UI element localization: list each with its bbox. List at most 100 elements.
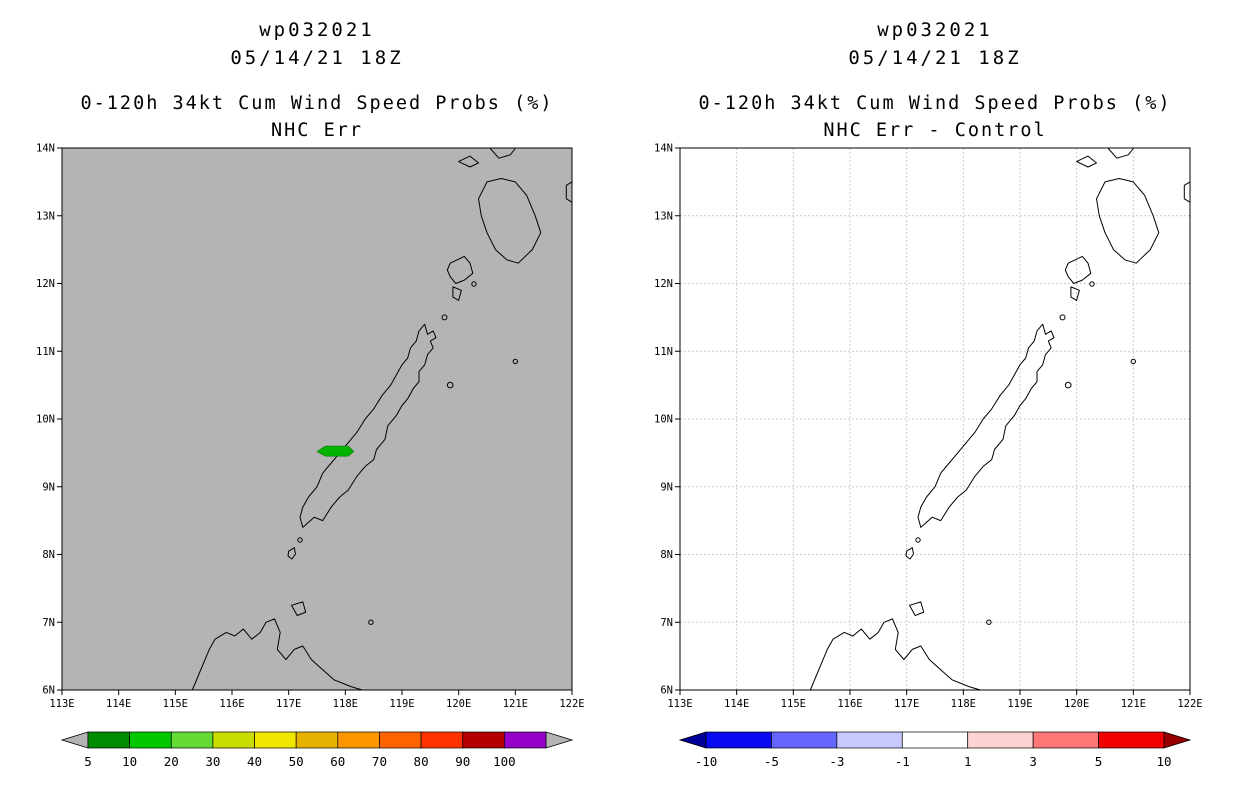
map-area (679, 147, 1191, 691)
colorbar-segment (254, 731, 297, 749)
colorbar-segment (1098, 731, 1165, 749)
experiment-label: NHC Err (271, 120, 363, 141)
lat-tick-label: 7N (660, 617, 673, 629)
probability-map-panel-nhc-err: wp032021 05/14/21 18Z 0-120h 34kt Cum Wi… (36, 19, 585, 769)
storm-id: wp032021 (259, 19, 375, 41)
init-time: 05/14/21 18Z (230, 47, 403, 69)
gridlines (680, 148, 1190, 690)
lon-tick-label: 118E (333, 698, 358, 710)
lat-tick-label: 14N (36, 143, 55, 155)
lat-tick-label: 14N (654, 143, 673, 155)
lon-tick-label: 113E (667, 698, 692, 710)
colorbar-segment (87, 731, 130, 749)
lat-tick-label: 10N (654, 414, 673, 426)
colorbar-tick-label: -3 (829, 754, 844, 769)
lat-tick-label: 12N (36, 278, 55, 290)
colorbar-tick-label: 80 (414, 754, 429, 769)
product-title: 0-120h 34kt Cum Wind Speed Probs (%) (81, 93, 554, 114)
colorbar-tick-label: -10 (695, 754, 718, 769)
lon-tick-label: 114E (724, 698, 749, 710)
colorbar-segment (967, 731, 1034, 749)
storm-id: wp032021 (877, 19, 993, 41)
colorbar-tick-label: 10 (1156, 754, 1171, 769)
lon-tick-label: 119E (389, 698, 414, 710)
colorbar-segment (901, 731, 969, 749)
lon-tick-label: 121E (503, 698, 528, 710)
colorbar-segment (170, 731, 214, 749)
colorbar-tick-label: 10 (122, 754, 137, 769)
lon-tick-label: 121E (1121, 698, 1146, 710)
lon-tick-label: 117E (894, 698, 919, 710)
colorbar-tick-label: 90 (455, 754, 470, 769)
colorbar: 5 10 20 30 40 50 60 70 80 90 100 (60, 731, 574, 769)
lon-axis: 113E 114E 115E 116E 117E 118E 119E 120E 121E 122E (49, 690, 585, 710)
product-title: 0-120h 34kt Cum Wind Speed Probs (%) (699, 93, 1172, 114)
colorbar-tick-label: -1 (895, 754, 910, 769)
lat-axis: 14N 13N 12N 11N 10N 9N 8N 7N 6N (36, 143, 62, 697)
lat-tick-label: 12N (654, 278, 673, 290)
experiment-label: NHC Err - Control (823, 120, 1046, 141)
lat-tick-label: 8N (660, 549, 673, 561)
lat-tick-label: 6N (660, 685, 673, 697)
colorbar-arrow-left (678, 731, 707, 749)
colorbar-segment (420, 731, 464, 749)
colorbar-tick-label: 50 (289, 754, 304, 769)
lat-tick-label: 9N (660, 481, 673, 493)
colorbar: -10 -5 -3 -1 1 3 5 10 (678, 731, 1192, 769)
lat-tick-label: 13N (654, 210, 673, 222)
colorbar-segment (836, 731, 903, 749)
colorbar-arrow-right (545, 731, 574, 749)
colorbar-tick-label: 40 (247, 754, 262, 769)
lon-tick-label: 118E (951, 698, 976, 710)
lon-tick-label: 120E (1064, 698, 1089, 710)
lat-tick-label: 10N (36, 414, 55, 426)
colorbar-segment (1032, 731, 1099, 749)
probability-region-5-10pct (316, 445, 355, 457)
lon-tick-label: 117E (276, 698, 301, 710)
init-time: 05/14/21 18Z (848, 47, 1021, 69)
colorbar-segment (705, 731, 772, 749)
lon-tick-label: 120E (446, 698, 471, 710)
colorbar-segment (337, 731, 380, 749)
lon-tick-label: 113E (49, 698, 74, 710)
colorbar-tick-label: -5 (764, 754, 779, 769)
lat-tick-label: 6N (42, 685, 55, 697)
lat-axis: 14N 13N 12N 11N 10N 9N 8N 7N 6N (654, 143, 680, 697)
lon-tick-label: 114E (106, 698, 131, 710)
lon-tick-label: 116E (219, 698, 244, 710)
lon-tick-label: 115E (781, 698, 806, 710)
map-area (61, 147, 573, 691)
map-background (61, 147, 573, 691)
colorbar-tick-label: 20 (164, 754, 179, 769)
colorbar-segment (379, 731, 422, 749)
colorbar-arrow-right (1163, 731, 1192, 749)
lat-tick-label: 8N (42, 549, 55, 561)
colorbar-tick-label: 5 (1095, 754, 1103, 769)
lon-tick-label: 122E (1177, 698, 1202, 710)
colorbar-tick-label: 100 (493, 754, 516, 769)
colorbar-segment (771, 731, 838, 749)
colorbar-segment (504, 731, 547, 749)
lat-tick-label: 11N (654, 346, 673, 358)
lon-tick-label: 119E (1007, 698, 1032, 710)
lat-tick-label: 11N (36, 346, 55, 358)
colorbar-tick-label: 30 (205, 754, 220, 769)
colorbar-tick-label: 1 (964, 754, 972, 769)
colorbar-segment (462, 731, 505, 749)
lon-tick-label: 122E (559, 698, 584, 710)
colorbar-arrow-left (60, 731, 89, 749)
lat-tick-label: 7N (42, 617, 55, 629)
colorbar-segment (295, 731, 339, 749)
lon-axis: 113E 114E 115E 116E 117E 118E 119E 120E 121E 122E (667, 690, 1203, 710)
colorbar-tick-label: 3 (1029, 754, 1037, 769)
colorbar-segment (212, 731, 255, 749)
lon-tick-label: 116E (837, 698, 862, 710)
colorbar-tick-label: 60 (330, 754, 345, 769)
lat-tick-label: 13N (36, 210, 55, 222)
colorbar-tick-label: 70 (372, 754, 387, 769)
probability-map-panel-nhc-err-minus-control: wp032021 05/14/21 18Z 0-120h 34kt Cum Wi… (654, 19, 1203, 769)
colorbar-segment (129, 731, 172, 749)
lon-tick-label: 115E (163, 698, 188, 710)
lat-tick-label: 9N (42, 481, 55, 493)
